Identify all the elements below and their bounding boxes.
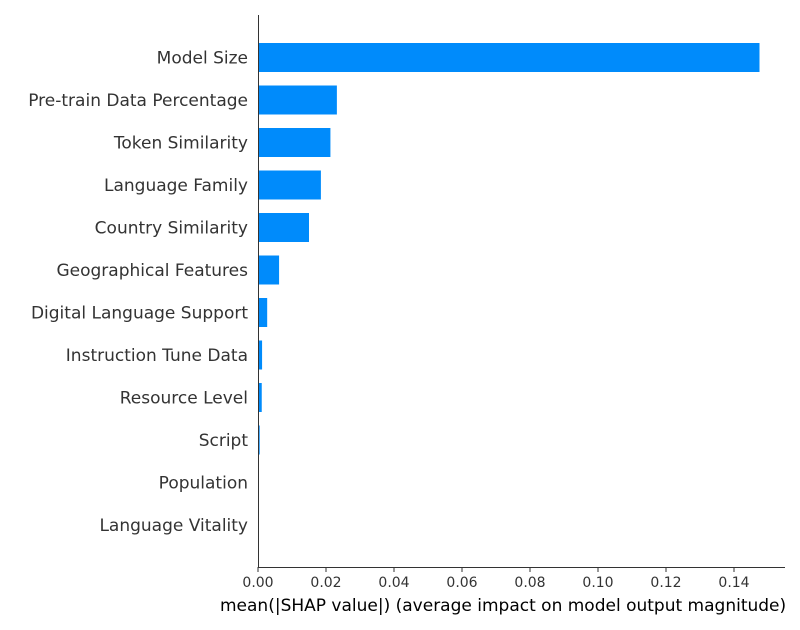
x-tick-label: 0.10 <box>582 575 613 591</box>
bars-group <box>258 43 760 540</box>
category-label: Instruction Tune Data <box>66 346 248 366</box>
category-label: Population <box>159 474 248 494</box>
category-label: Token Similarity <box>113 134 248 154</box>
x-axis-title: mean(|SHAP value|) (average impact on mo… <box>220 596 786 616</box>
x-tick-label: 0.08 <box>514 575 545 591</box>
category-label: Resource Level <box>120 389 248 409</box>
category-label: Digital Language Support <box>31 304 248 324</box>
x-ticks: 0.00 0.02 0.04 0.06 0.08 0.10 0.12 0.14 <box>242 567 750 591</box>
category-label: Country Similarity <box>95 219 248 239</box>
x-tick-label: 0.06 <box>446 575 477 591</box>
x-tick-label: 0.02 <box>310 575 341 591</box>
x-tick-label: 0.04 <box>378 575 409 591</box>
category-label: Language Vitality <box>99 516 248 536</box>
x-tick-label: 0.14 <box>718 575 749 591</box>
bar-geographical-features <box>258 255 280 285</box>
bar-country-similarity <box>258 213 309 242</box>
category-label: Model Size <box>157 49 248 69</box>
bar-instruction-tune-data <box>258 340 263 370</box>
bar-language-family <box>258 170 321 200</box>
bar-token-similarity <box>258 128 331 157</box>
x-tick-label: 0.00 <box>242 575 273 591</box>
bar-digital-language-support <box>258 298 268 327</box>
category-label: Geographical Features <box>56 261 248 281</box>
category-labels: Model Size Pre-train Data Percentage Token… <box>28 49 248 537</box>
category-label: Language Family <box>104 176 248 196</box>
x-tick-label: 0.12 <box>650 575 681 591</box>
category-label: Script <box>199 431 249 451</box>
category-label: Pre-train Data Percentage <box>28 91 248 111</box>
bar-pre-train-data-percentage <box>258 85 337 115</box>
bar-resource-level <box>258 383 262 412</box>
bar-model-size <box>258 43 760 72</box>
